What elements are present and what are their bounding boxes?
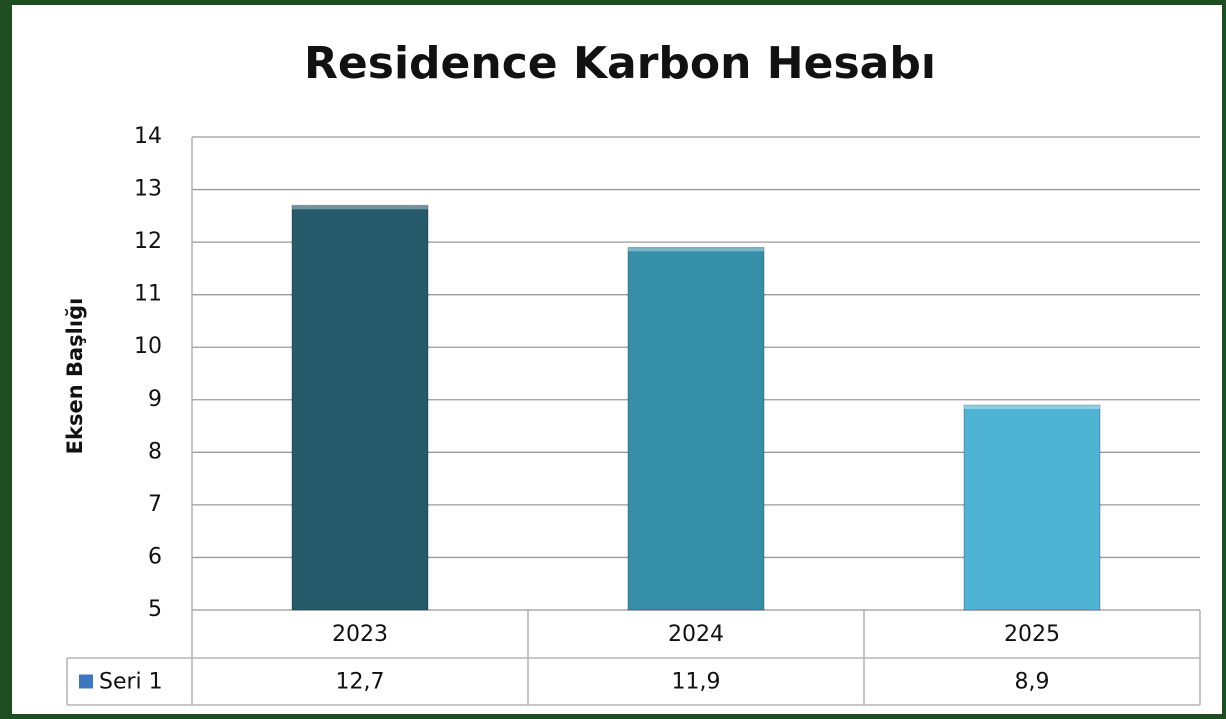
y-tick-label: 5 [148,597,162,622]
bar-highlight [291,205,429,210]
y-tick-label: 8 [148,439,162,464]
table-value: 8,9 [1015,670,1050,695]
bar [291,204,429,611]
y-tick-label: 6 [148,544,162,569]
bar-highlight [963,405,1101,410]
y-axis-label: Eksen Başlığı [63,298,87,455]
y-tick-label: 11 [134,282,162,307]
y-tick-label: 13 [134,177,162,202]
x-tick-label: 2025 [1004,622,1060,647]
x-tick-label: 2023 [332,622,388,647]
bar-highlight [627,247,765,252]
y-tick-label: 7 [148,492,162,517]
y-tick-label: 14 [134,124,162,149]
legend-label: Seri 1 [99,670,163,695]
bar [963,404,1101,611]
table-value: 11,9 [672,670,721,695]
y-tick-label: 12 [134,229,162,254]
legend-key [79,674,93,689]
y-tick-label: 10 [134,334,162,359]
chart-title: Residence Karbon Hesabı [304,38,936,89]
y-tick-label: 9 [148,387,162,412]
table-value: 12,7 [336,670,385,695]
bar [627,246,765,611]
x-tick-label: 2024 [668,622,724,647]
